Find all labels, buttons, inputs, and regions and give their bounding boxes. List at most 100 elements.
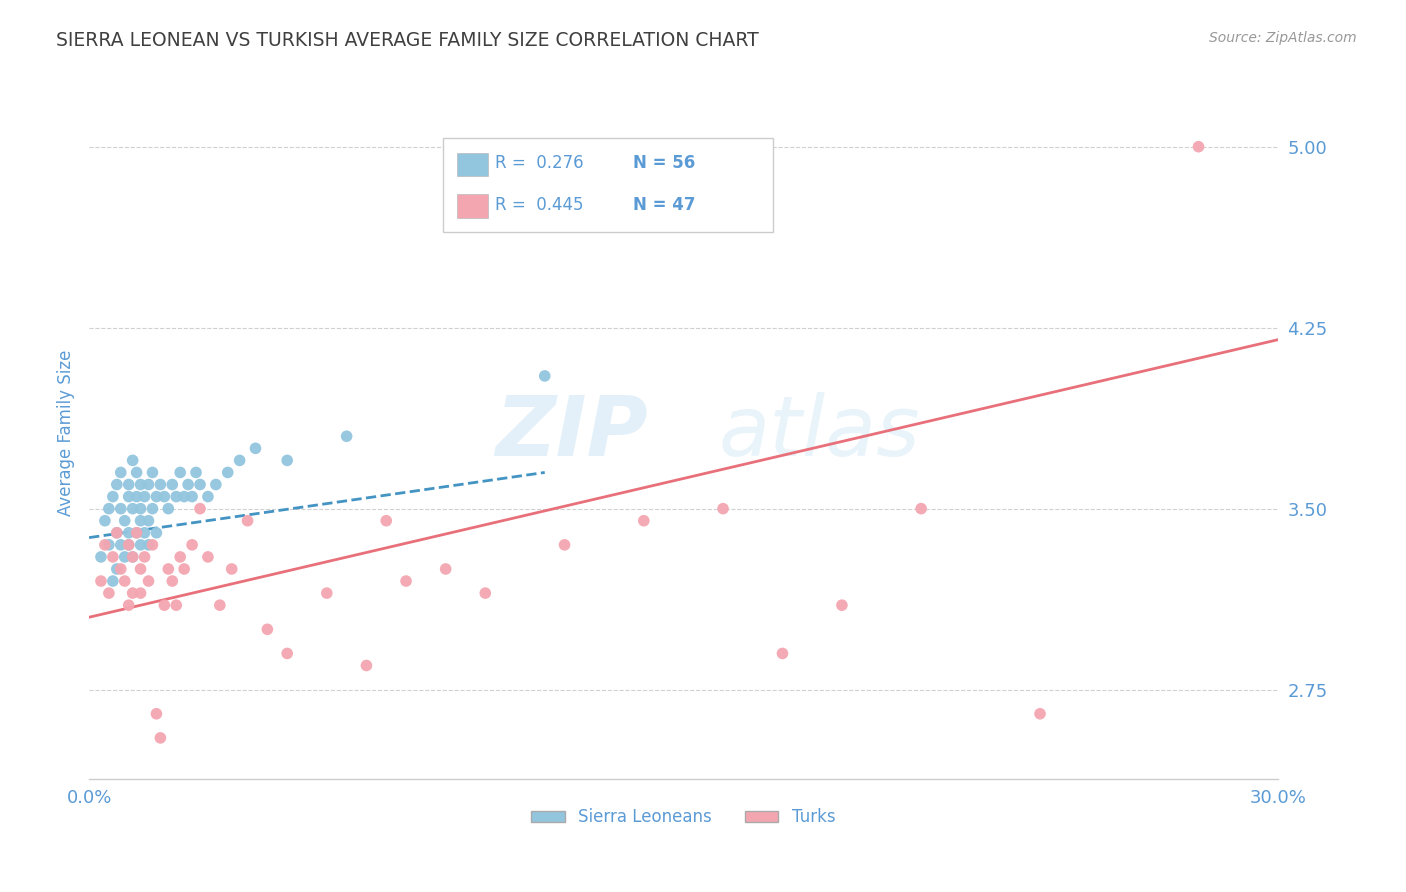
Point [134, 490, 156, 504]
Point [336, 429, 359, 443]
Point [165, 598, 187, 612]
Point [129, 586, 152, 600]
Text: ZIP: ZIP [495, 392, 648, 473]
Point [125, 525, 148, 540]
Point [145, 525, 167, 540]
Text: atlas: atlas [718, 392, 921, 473]
Point [554, 538, 576, 552]
Point [236, 514, 259, 528]
Point [395, 574, 418, 588]
Point [831, 598, 853, 612]
Point [184, 466, 207, 480]
Point [177, 477, 200, 491]
Point [121, 586, 143, 600]
Point [138, 538, 160, 552]
Point [94, 538, 117, 552]
Point [105, 562, 128, 576]
Y-axis label: Average Family Size: Average Family Size [58, 350, 75, 516]
Point [188, 501, 211, 516]
Point [118, 525, 141, 540]
Point [138, 574, 160, 588]
Point [375, 514, 398, 528]
Text: Source: ZipAtlas.com: Source: ZipAtlas.com [1209, 31, 1357, 45]
Point [105, 477, 128, 491]
Point [356, 658, 378, 673]
Point [208, 598, 231, 612]
Point [134, 525, 156, 540]
Point [129, 538, 152, 552]
Point [434, 562, 457, 576]
Point [910, 501, 932, 516]
Point [188, 477, 211, 491]
Point [118, 490, 141, 504]
Point [197, 549, 219, 564]
Point [228, 453, 250, 467]
Point [110, 501, 132, 516]
Point [121, 453, 143, 467]
Point [105, 525, 128, 540]
Point [121, 549, 143, 564]
Point [121, 549, 143, 564]
Point [633, 514, 655, 528]
Point [101, 549, 124, 564]
Text: R =  0.445: R = 0.445 [495, 196, 583, 214]
Point [256, 622, 278, 636]
Point [197, 490, 219, 504]
Point [205, 477, 228, 491]
Point [145, 490, 167, 504]
Point [141, 538, 163, 552]
Point [90, 574, 112, 588]
Point [110, 466, 132, 480]
Point [90, 549, 112, 564]
Point [118, 598, 141, 612]
Text: SIERRA LEONEAN VS TURKISH AVERAGE FAMILY SIZE CORRELATION CHART: SIERRA LEONEAN VS TURKISH AVERAGE FAMILY… [56, 31, 759, 50]
Point [153, 490, 176, 504]
Point [129, 562, 152, 576]
Point [276, 647, 298, 661]
Text: N = 56: N = 56 [633, 154, 695, 172]
Point [97, 501, 120, 516]
Point [169, 549, 191, 564]
Point [474, 586, 496, 600]
Point [145, 706, 167, 721]
Point [169, 466, 191, 480]
Point [118, 477, 141, 491]
Point [772, 647, 794, 661]
Point [153, 598, 176, 612]
Point [162, 574, 184, 588]
Point [97, 586, 120, 600]
Point [121, 501, 143, 516]
Point [276, 453, 298, 467]
Point [165, 490, 187, 504]
Point [129, 514, 152, 528]
Point [97, 538, 120, 552]
Point [149, 477, 172, 491]
Point [114, 549, 136, 564]
Point [110, 562, 132, 576]
Point [1187, 139, 1209, 153]
Point [118, 538, 141, 552]
Point [138, 477, 160, 491]
Point [141, 466, 163, 480]
Point [533, 368, 555, 383]
Point [134, 549, 156, 564]
Point [173, 562, 195, 576]
Point [101, 574, 124, 588]
Text: N = 47: N = 47 [633, 196, 695, 214]
Point [1029, 706, 1052, 721]
Point [157, 501, 180, 516]
Point [114, 574, 136, 588]
Point [217, 466, 239, 480]
Point [711, 501, 734, 516]
Point [162, 477, 184, 491]
Point [118, 538, 141, 552]
Point [181, 538, 204, 552]
Legend: Sierra Leoneans, Turks: Sierra Leoneans, Turks [524, 802, 842, 833]
Point [129, 501, 152, 516]
Point [157, 562, 180, 576]
Point [173, 490, 195, 504]
Point [141, 501, 163, 516]
Point [114, 514, 136, 528]
Point [94, 514, 117, 528]
Point [125, 490, 148, 504]
